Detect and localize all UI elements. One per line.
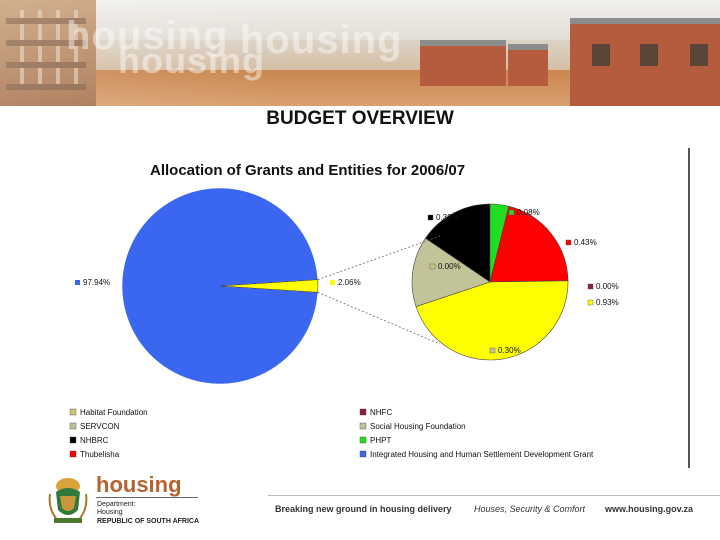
data-label: 0.30% <box>498 346 521 355</box>
data-label-marker <box>587 299 594 306</box>
footer-tagline: Breaking new ground in housing delivery <box>275 504 452 514</box>
data-label: 0.00% <box>438 262 461 271</box>
pie-slice <box>415 280 569 361</box>
coat-of-arms-icon <box>48 478 88 523</box>
pie-slice <box>424 203 491 283</box>
banner-house <box>508 44 548 86</box>
legend-label: Integrated Housing and Human Settlement … <box>370 450 594 459</box>
banner-watermark: housing <box>240 18 403 63</box>
legend-swatch <box>69 408 77 416</box>
banner-window <box>690 44 708 66</box>
legend-label: Social Housing Foundation <box>370 422 466 431</box>
data-label-marker <box>427 214 434 221</box>
data-label: 0.93% <box>596 298 619 307</box>
logo-divider <box>96 497 198 498</box>
footer <box>0 468 720 540</box>
banner-apartments <box>0 0 96 106</box>
pie-slice <box>121 187 319 385</box>
legend-swatch <box>359 422 367 430</box>
data-label: 0.08% <box>517 208 540 217</box>
banner-watermark: housing <box>66 14 229 59</box>
legend-label: Habitat Foundation <box>80 408 148 417</box>
banner-watermark: housing <box>118 40 265 82</box>
legend-label: Thubelisha <box>80 450 120 459</box>
legend-label: PHPT <box>370 436 391 445</box>
dept-line: Housing <box>97 509 123 516</box>
department-label: Department: Housing <box>97 501 136 517</box>
data-label-marker <box>75 280 80 285</box>
data-label-marker <box>565 239 572 246</box>
data-label: 97.94% <box>83 278 110 287</box>
legend-label: NHBRC <box>80 436 109 445</box>
pie-slice <box>489 205 569 283</box>
pie-slice <box>411 237 491 307</box>
legend-swatch <box>69 450 77 458</box>
slide-title: BUDGET OVERVIEW <box>266 108 454 129</box>
data-label: 0.43% <box>574 238 597 247</box>
chart-title: Allocation of Grants and Entities for 20… <box>150 162 465 179</box>
data-label-marker <box>330 280 335 285</box>
pie-slice <box>219 279 319 293</box>
banner-window <box>640 44 658 66</box>
footer-website-link[interactable]: www.housing.gov.za <box>605 504 694 514</box>
footer-rule <box>268 495 720 496</box>
legend-label: NHFC <box>370 408 392 417</box>
data-label: 2.06% <box>338 278 361 287</box>
pie-chart: Allocation of Grants and Entities for 20… <box>69 162 619 459</box>
header-banner: housing housing housing <box>0 0 720 106</box>
legend-swatch <box>69 436 77 444</box>
housing-logo-word: housing <box>96 472 182 497</box>
legend-swatch <box>359 436 367 444</box>
data-label-marker <box>508 209 515 216</box>
legend-swatch <box>69 422 77 430</box>
legend-label: SERVCON <box>80 422 120 431</box>
banner-window <box>592 44 610 66</box>
legend-swatch <box>359 408 367 416</box>
connector-line <box>317 235 441 281</box>
data-label-marker <box>429 263 436 270</box>
dept-line: Department: <box>97 501 136 508</box>
data-label: 0.32% <box>436 213 459 222</box>
chart-frame: Allocation of Grants and Entities for 20… <box>60 148 690 470</box>
data-label: 0.00% <box>596 282 619 291</box>
data-label-marker <box>489 347 496 354</box>
country-label: REPUBLIC OF SOUTH AFRICA <box>97 518 200 525</box>
legend-swatch <box>359 450 367 458</box>
data-label-marker <box>587 283 594 290</box>
footer-slogan: Houses, Security & Comfort <box>474 504 586 514</box>
banner-house <box>420 40 506 86</box>
